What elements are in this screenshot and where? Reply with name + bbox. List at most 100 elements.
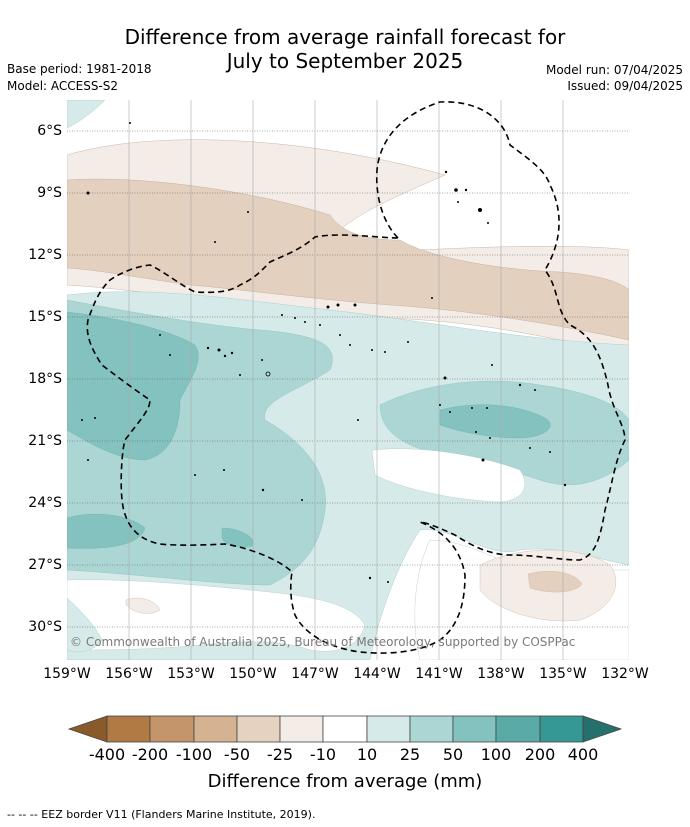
lon-label: 132°W [601,666,649,682]
lon-label: 147°W [291,666,339,682]
island [304,321,306,323]
island [475,431,477,433]
island [353,303,357,307]
island [261,359,263,361]
island [223,469,225,471]
lon-label: 138°W [477,666,525,682]
wet-core-small [221,527,254,547]
model-name: Model: ACCESS-S2 [7,79,119,93]
issued-date: Issued: 09/04/2025 [567,79,683,93]
island [159,334,161,336]
island [387,581,389,583]
island [549,451,551,453]
island [169,354,171,356]
wet-pocket-northwest [67,100,106,129]
colorbar-swatch [149,715,195,743]
colorbar-swatch [366,715,411,743]
island [357,419,359,421]
island [471,407,473,409]
colorbar-swatch [236,715,281,743]
lat-label: 27°S [28,557,62,573]
colorbar-tick-label: 400 [567,745,599,764]
colorbar-swatch [452,715,497,743]
colorbar [67,715,623,743]
island [481,458,485,462]
colorbar-swatch [495,715,541,743]
dry-pocket-southeast-core [527,571,583,593]
island [336,303,340,307]
island [230,351,234,355]
colorbar-swatch [409,715,454,743]
eez-footnote: -- -- -- EEZ border V11 (Flanders Marine… [7,808,316,821]
lon-label: 150°W [229,666,277,682]
island [281,314,283,316]
island [443,376,447,380]
islands [81,122,567,583]
island [81,419,83,421]
wet-core-southwest [67,513,146,549]
colorbar-tick-label: -25 [266,745,294,764]
colorbar-swatch [67,715,108,743]
island [129,122,131,124]
island [478,208,482,212]
lon-label: 144°W [353,666,401,682]
island [487,222,489,224]
island [368,576,372,580]
island [319,324,321,326]
island [439,404,441,406]
colorbar-tick-label: 25 [399,745,421,764]
island [349,344,351,346]
island [491,364,493,366]
island [265,371,271,377]
island [239,374,241,376]
island [339,334,341,336]
lat-label: 15°S [28,309,62,325]
colorbar-swatch [539,715,584,743]
lon-label: 135°W [539,666,587,682]
title-line-1: Difference from average rainfall forecas… [124,25,566,49]
wet-core-west [67,311,199,461]
island [214,241,216,243]
island [223,354,227,358]
colorbar-tick-label: 50 [442,745,464,764]
island [217,348,221,352]
island [326,305,330,309]
island [407,341,409,343]
lat-label: 30°S [28,619,62,635]
lon-label: 156°W [105,666,153,682]
lon-label: 159°W [43,666,91,682]
colorbar-swatch [322,715,368,743]
colorbar-tick-label: 10 [356,745,378,764]
island [454,188,458,192]
lat-label: 9°S [37,185,62,201]
island [444,170,448,174]
lat-label: 12°S [28,247,62,263]
wet-core-east [439,404,551,439]
island [206,346,210,350]
lat-label: 24°S [28,495,62,511]
title-line-2: July to September 2025 [226,49,464,73]
colorbar-tick-label: -50 [223,745,251,764]
colorbar-swatch [106,715,151,743]
island [294,317,296,319]
island [489,437,491,439]
island [247,211,249,213]
island [518,383,522,387]
colorbar-swatch [279,715,324,743]
gridlines [67,100,629,660]
colorbar-tick-label: -10 [309,745,337,764]
colorbar-tick-label: -200 [131,745,169,764]
island [86,191,90,195]
island [563,483,567,487]
island [94,417,96,419]
island [449,411,451,413]
dry-pocket-southwest [125,597,161,614]
island [371,349,373,351]
island [457,201,459,203]
colorbar-swatch [193,715,238,743]
island [301,499,303,501]
island [384,351,386,353]
base-period: Base period: 1981-2018 [7,62,152,76]
lat-label: 21°S [28,433,62,449]
